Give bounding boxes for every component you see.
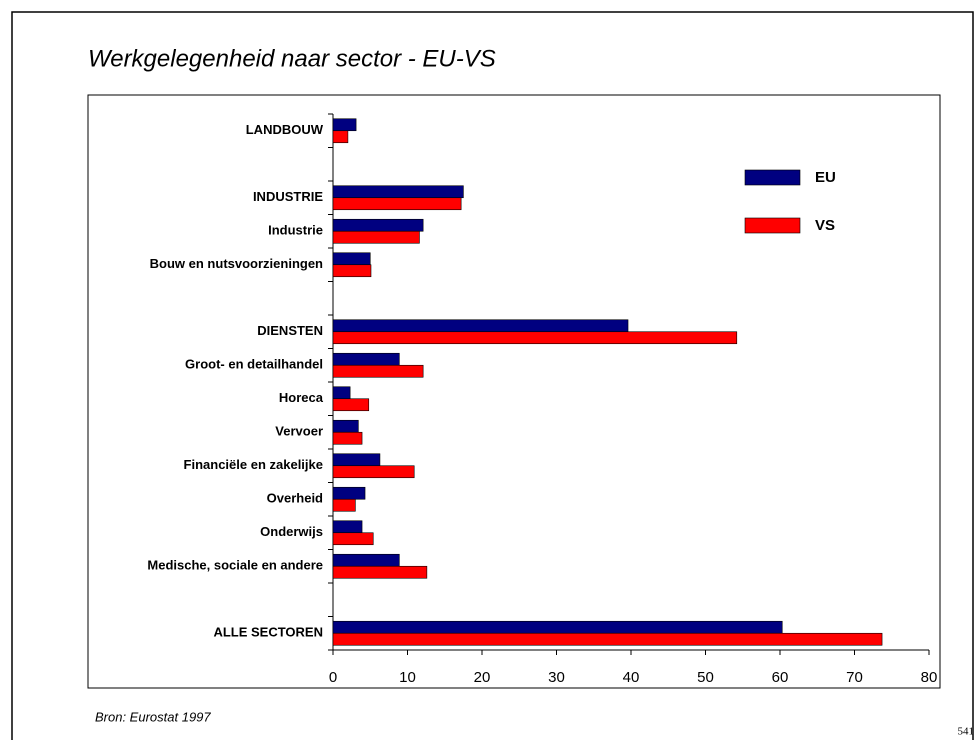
bar [332,352,400,366]
page-frame [11,11,974,740]
y-tick-label: Medische, sociale en andere [147,558,323,573]
page-number: 541 [958,726,975,738]
bar [332,620,783,634]
y-tick-label: Groot- en detailhandel [185,357,323,372]
y-tick-label: LANDBOUW [246,122,324,137]
bar [332,185,464,199]
bar [332,319,629,333]
x-tick-label: 50 [697,669,714,686]
legend-label: VS [815,217,835,234]
x-tick-label: 40 [623,669,640,686]
chart-title: Werkgelegenheid naar sector - EU-VS [88,45,496,72]
bar [332,230,420,244]
bar [332,565,428,579]
y-tick-label: DIENSTEN [257,323,323,338]
y-tick-label: Horeca [279,390,324,405]
legend-swatch [744,169,801,186]
bar [332,520,363,534]
y-tick-label: Onderwijs [260,524,323,539]
x-tick-label: 80 [921,669,938,686]
bar [332,632,883,646]
y-tick-label: ALLE SECTOREN [213,625,323,640]
bar [332,364,424,378]
y-tick-label: Vervoer [275,424,323,439]
bar [332,465,415,479]
source-note: Bron: Eurostat 1997 [95,709,211,724]
legend-label: EU [815,169,836,186]
bar [332,252,371,266]
bar [332,118,357,132]
bar [332,419,359,433]
y-tick-label: Bouw en nutsvoorzieningen [150,256,323,271]
bar [332,532,374,546]
bar [332,486,366,500]
y-tick-label: INDUSTRIE [253,189,323,204]
legend-swatch [744,217,801,234]
x-tick-label: 30 [548,669,565,686]
bar [332,398,370,412]
bar [332,331,738,345]
bar [332,264,372,278]
y-tick-label: Overheid [267,491,323,506]
bar [332,431,363,445]
y-tick-label: Financiële en zakelijke [184,457,323,472]
x-tick-label: 70 [846,669,863,686]
bar [332,386,351,400]
x-tick-label: 10 [399,669,416,686]
bar [332,453,381,467]
bar [332,498,356,512]
bar [332,218,424,232]
x-tick-label: 60 [772,669,789,686]
bar [332,197,462,211]
x-tick-label: 20 [474,669,491,686]
bar [332,553,400,567]
y-tick-label: Industrie [268,223,323,238]
bar [332,130,349,144]
x-tick-label: 0 [329,669,337,686]
chart-frame [87,94,941,689]
